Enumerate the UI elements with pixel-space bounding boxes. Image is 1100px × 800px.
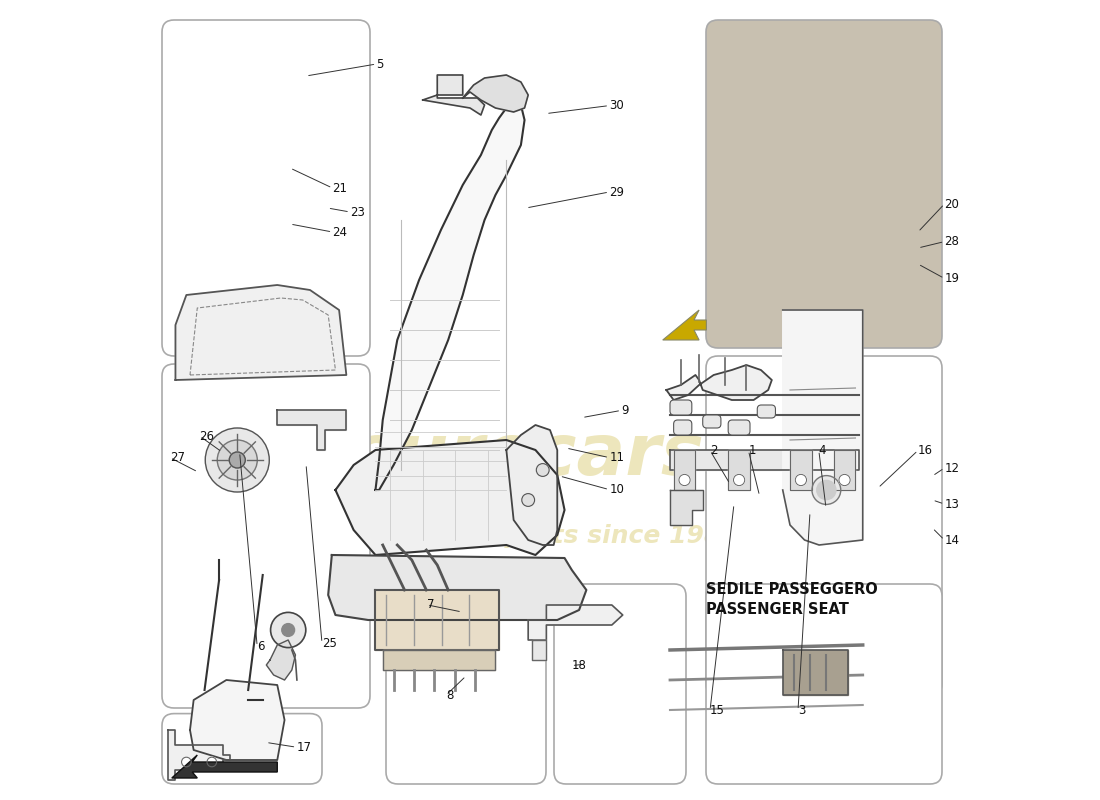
Circle shape xyxy=(521,494,535,506)
Text: 14: 14 xyxy=(945,534,959,546)
Text: 19: 19 xyxy=(945,272,959,285)
FancyBboxPatch shape xyxy=(554,584,686,784)
Polygon shape xyxy=(531,640,547,660)
Circle shape xyxy=(817,480,836,499)
FancyBboxPatch shape xyxy=(757,405,776,418)
Circle shape xyxy=(207,757,217,766)
Text: 13: 13 xyxy=(945,498,959,510)
Circle shape xyxy=(229,452,245,468)
Text: a passion for parts since 1987: a passion for parts since 1987 xyxy=(314,524,739,548)
Text: PASSENGER SEAT: PASSENGER SEAT xyxy=(706,602,849,618)
Text: 29: 29 xyxy=(609,186,624,198)
Circle shape xyxy=(182,757,191,766)
FancyBboxPatch shape xyxy=(703,415,720,428)
Polygon shape xyxy=(336,440,564,555)
Polygon shape xyxy=(176,285,346,380)
Text: 20: 20 xyxy=(945,198,959,210)
Circle shape xyxy=(839,474,850,486)
FancyBboxPatch shape xyxy=(673,420,692,435)
Text: 9: 9 xyxy=(621,404,629,417)
Text: 12: 12 xyxy=(945,462,959,474)
Polygon shape xyxy=(172,755,277,778)
Polygon shape xyxy=(383,650,495,670)
Text: 18: 18 xyxy=(572,659,586,672)
FancyBboxPatch shape xyxy=(162,20,370,356)
Text: 6: 6 xyxy=(257,640,265,653)
FancyBboxPatch shape xyxy=(706,584,942,784)
Circle shape xyxy=(218,440,257,480)
Text: 3: 3 xyxy=(798,704,805,717)
FancyBboxPatch shape xyxy=(706,356,942,696)
Text: 17: 17 xyxy=(296,741,311,754)
FancyBboxPatch shape xyxy=(162,364,370,708)
Text: 11: 11 xyxy=(609,451,624,464)
Circle shape xyxy=(795,474,806,486)
Polygon shape xyxy=(528,605,623,640)
Polygon shape xyxy=(375,100,525,490)
Polygon shape xyxy=(670,450,859,470)
Text: 5: 5 xyxy=(376,58,384,70)
Polygon shape xyxy=(375,590,499,650)
Text: 27: 27 xyxy=(170,451,185,464)
Text: 23: 23 xyxy=(350,206,365,218)
Polygon shape xyxy=(328,555,586,620)
Polygon shape xyxy=(422,75,484,115)
Polygon shape xyxy=(277,410,346,450)
Text: 2: 2 xyxy=(710,444,717,457)
Text: 4: 4 xyxy=(818,444,826,457)
Text: 7: 7 xyxy=(427,598,434,611)
Text: 15: 15 xyxy=(710,704,725,717)
Polygon shape xyxy=(670,490,703,525)
Circle shape xyxy=(734,474,745,486)
Polygon shape xyxy=(728,450,750,490)
Text: 16: 16 xyxy=(918,444,933,457)
FancyBboxPatch shape xyxy=(162,714,322,784)
FancyBboxPatch shape xyxy=(728,420,750,435)
Text: SEDILE PASSEGGERO: SEDILE PASSEGGERO xyxy=(706,582,878,598)
Text: 24: 24 xyxy=(332,226,348,238)
Polygon shape xyxy=(783,650,848,695)
Text: 21: 21 xyxy=(332,182,348,194)
Polygon shape xyxy=(673,450,695,490)
Circle shape xyxy=(537,464,549,476)
Polygon shape xyxy=(266,640,296,680)
FancyBboxPatch shape xyxy=(670,400,692,415)
Text: 30: 30 xyxy=(609,99,624,112)
Text: 1: 1 xyxy=(748,444,756,457)
Text: 26: 26 xyxy=(199,430,214,442)
Text: eurocars: eurocars xyxy=(348,422,704,490)
Polygon shape xyxy=(463,75,528,112)
Polygon shape xyxy=(168,730,230,780)
Text: 25: 25 xyxy=(322,637,337,650)
Circle shape xyxy=(206,428,270,492)
Circle shape xyxy=(679,474,690,486)
Text: 8: 8 xyxy=(446,689,453,702)
Polygon shape xyxy=(506,425,558,545)
Polygon shape xyxy=(834,450,856,490)
Polygon shape xyxy=(790,450,812,490)
Text: 10: 10 xyxy=(609,483,624,496)
Polygon shape xyxy=(783,310,862,545)
FancyBboxPatch shape xyxy=(706,20,942,348)
Polygon shape xyxy=(662,310,706,340)
Circle shape xyxy=(271,613,306,647)
Circle shape xyxy=(282,624,295,637)
Polygon shape xyxy=(667,365,772,400)
Text: 28: 28 xyxy=(945,235,959,248)
Polygon shape xyxy=(190,680,285,760)
FancyBboxPatch shape xyxy=(386,584,546,784)
Circle shape xyxy=(812,475,840,505)
